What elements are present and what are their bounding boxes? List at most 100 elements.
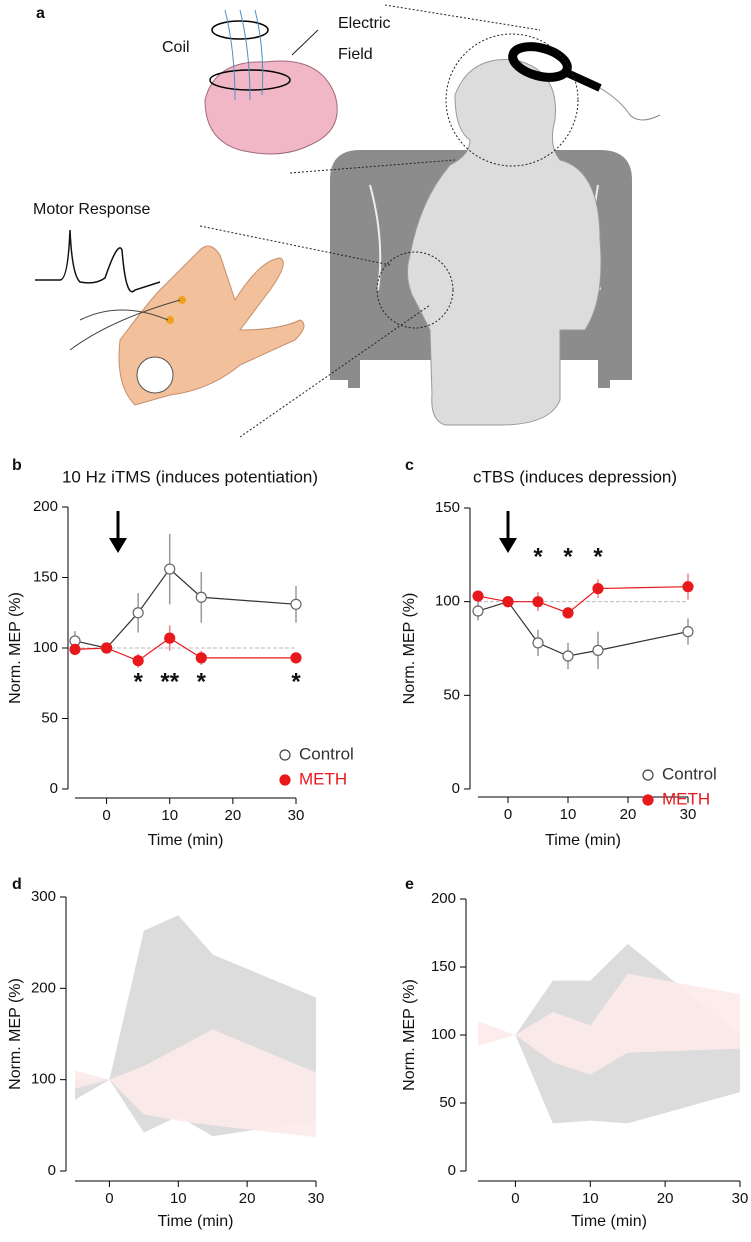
data-point [69, 643, 81, 656]
legend-label: METH [299, 769, 347, 788]
legend-marker [279, 774, 291, 786]
x-tick-label: 20 [620, 806, 637, 823]
panel-label: c [405, 457, 414, 474]
stimulus-arrowhead [109, 538, 127, 553]
data-point [562, 650, 574, 662]
field-lines [224, 9, 264, 101]
y-tick-label: 150 [435, 499, 460, 516]
chart-panel: d Norm. MEP (%) Time (min) 0 100 200 300 0 10 20 3… [7, 876, 324, 1230]
coil-ring [211, 20, 269, 40]
x-tick-label: 10 [582, 1190, 599, 1207]
data-point [592, 582, 604, 595]
x-tick-label: 30 [680, 806, 697, 823]
mep-trace [35, 229, 161, 293]
legend-label: Control [662, 764, 717, 783]
legend-label: Control [299, 744, 354, 763]
electrode [166, 316, 174, 324]
stimulus-arrowhead [499, 538, 517, 553]
y-tick-label: 0 [452, 780, 460, 797]
coil-label: Coil [162, 39, 190, 56]
chart-title: cTBS (induces depression) [473, 467, 677, 486]
legend-label: METH [662, 789, 710, 808]
x-axis-label: Time (min) [545, 832, 621, 849]
y-tick-label: 0 [448, 1162, 456, 1179]
y-tick-label: 50 [41, 709, 58, 726]
data-point [592, 644, 604, 656]
y-tick-label: 0 [50, 780, 58, 797]
x-tick-label: 20 [239, 1190, 256, 1207]
significance-mark: * [533, 543, 543, 570]
series-line [477, 600, 689, 657]
legend-marker [642, 794, 654, 806]
chart-panel: e Norm. MEP (%) Time (min) 0 50 100 150 200 0 10 2… [401, 876, 748, 1230]
y-tick-label: 150 [431, 958, 456, 975]
x-axis-label: Time (min) [571, 1213, 647, 1230]
y-tick-label: 100 [431, 1026, 456, 1043]
coil-cable [599, 87, 661, 121]
significance-mark: * [563, 543, 573, 570]
data-point [164, 563, 176, 575]
x-tick-label: 0 [102, 807, 110, 824]
chart-panel: c cTBS (induces depression) Norm. MEP (%) T… [401, 457, 717, 849]
connector [289, 159, 456, 174]
y-tick-label: 50 [443, 686, 460, 703]
chart-title: 10 Hz iTMS (induces potentiation) [62, 467, 318, 486]
significance-mark: * [133, 668, 143, 695]
y-tick-label: 200 [33, 498, 58, 515]
significance-mark: * [291, 668, 301, 695]
data-point [164, 632, 176, 644]
y-axis-label: Norm. MEP (%) [7, 592, 24, 704]
y-tick-label: 100 [33, 639, 58, 656]
connector [384, 4, 541, 31]
panel-label: d [12, 876, 22, 893]
y-tick-label: 200 [431, 890, 456, 907]
x-tick-label: 30 [732, 1190, 749, 1207]
connector [199, 225, 391, 266]
x-tick-label: 10 [560, 806, 577, 823]
range-band [75, 1029, 316, 1138]
data-point [532, 637, 544, 649]
data-point [472, 590, 484, 602]
field-label: Electric [338, 15, 390, 32]
x-tick-label: 10 [170, 1190, 187, 1207]
data-point [562, 607, 574, 619]
data-point [472, 605, 484, 617]
data-point [682, 626, 694, 638]
y-tick-label: 300 [31, 888, 56, 905]
y-tick-label: 200 [31, 979, 56, 996]
x-tick-label: 30 [288, 807, 305, 824]
x-tick-label: 0 [511, 1190, 519, 1207]
brain [204, 60, 338, 155]
data-point [195, 652, 207, 664]
panel-label: e [405, 876, 414, 893]
data-point [132, 607, 144, 619]
y-axis-label: Norm. MEP (%) [7, 978, 24, 1090]
y-axis-label: Norm. MEP (%) [401, 593, 418, 705]
significance-mark: * [197, 668, 207, 695]
electrode [178, 296, 186, 304]
x-tick-label: 0 [504, 806, 512, 823]
person [406, 58, 602, 426]
data-point [682, 581, 694, 593]
data-point [290, 652, 302, 664]
x-tick-label: 10 [161, 807, 178, 824]
wire [69, 299, 181, 351]
motor-response-label: Motor Response [33, 201, 150, 218]
legend-marker [279, 749, 291, 761]
illustration: a Coil Electric Field Motor Response [33, 4, 661, 438]
chair-highlight [369, 184, 382, 291]
legend-marker [642, 769, 654, 781]
x-axis-label: Time (min) [148, 832, 224, 849]
data-point [100, 642, 113, 654]
series-line [74, 568, 297, 649]
x-tick-label: 0 [105, 1190, 113, 1207]
data-point [502, 596, 514, 608]
panel-label: a [36, 5, 45, 22]
data-point [532, 596, 544, 608]
pointer [291, 29, 319, 56]
data-point [195, 591, 207, 603]
y-tick-label: 100 [435, 593, 460, 610]
panel-label: b [12, 457, 22, 474]
y-tick-label: 50 [439, 1094, 456, 1111]
